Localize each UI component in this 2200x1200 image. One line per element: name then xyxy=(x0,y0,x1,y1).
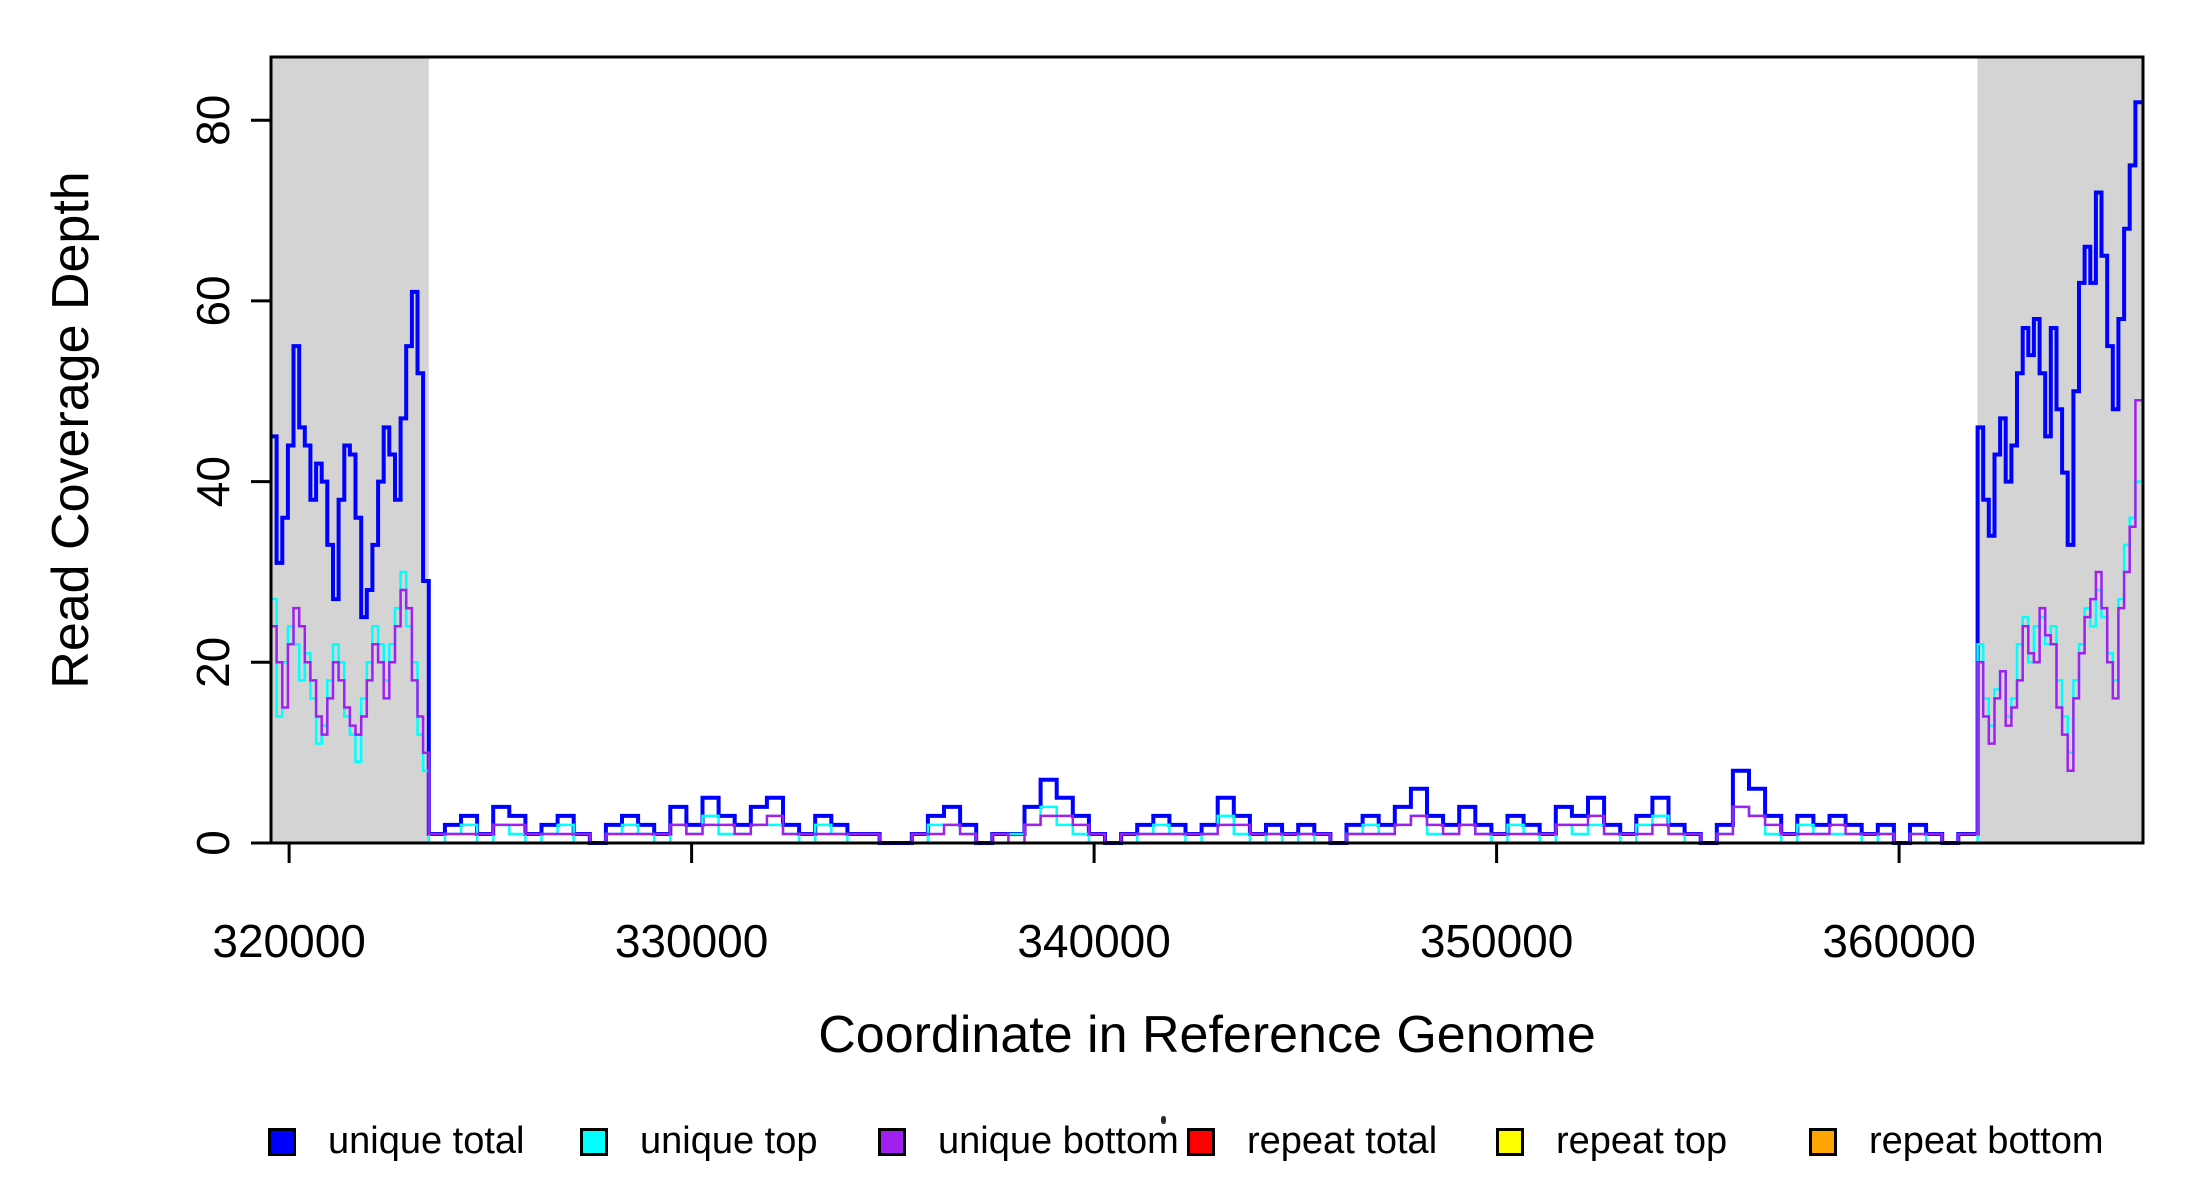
x-tick-label: 320000 xyxy=(212,915,366,967)
plot-box xyxy=(269,55,2145,845)
legend-swatch-repeat-bottom-icon xyxy=(1809,1127,1837,1156)
y-axis: 0 20 40 60 80 xyxy=(187,95,271,856)
legend-label-unique-total: unique total xyxy=(328,1120,525,1162)
legend-item-unique-total: unique total xyxy=(268,1120,525,1163)
series-unique-top xyxy=(271,480,2143,845)
y-tick-label: 80 xyxy=(187,95,239,146)
legend-swatch-unique-bottom-icon xyxy=(878,1127,906,1156)
x-tick-label: 340000 xyxy=(1017,915,1171,967)
legend-item-repeat-bottom: repeat bottom xyxy=(1809,1120,2103,1163)
y-tick-label: 20 xyxy=(187,637,239,688)
x-axis: 320000 330000 340000 350000 360000 xyxy=(212,843,1976,967)
legend-item-unique-top: unique top xyxy=(580,1120,818,1163)
legend: unique total unique top unique bottom re… xyxy=(0,0,2200,1162)
legend-item-repeat-top: repeat top xyxy=(1496,1120,1727,1163)
legend-label-repeat-total: repeat total xyxy=(1247,1120,1438,1162)
legend-label-repeat-top: repeat top xyxy=(1556,1120,1728,1162)
coverage-plot: 320000 330000 340000 350000 360000 0 20 40 60 80 C… xyxy=(42,55,2145,1064)
y-tick-label: 60 xyxy=(187,275,239,326)
x-axis-title: Coordinate in Reference Genome xyxy=(818,1006,1596,1064)
legend-label-repeat-bottom: repeat bottom xyxy=(1869,1120,2104,1162)
x-tick-label: 330000 xyxy=(615,915,769,967)
legend-label-unique-top: unique top xyxy=(640,1120,818,1162)
y-axis-title: Read Coverage Depth xyxy=(42,171,100,688)
legend-swatch-repeat-top-icon xyxy=(1496,1127,1524,1156)
x-tick-label: 360000 xyxy=(1822,915,1976,967)
series-unique-bottom xyxy=(271,399,2143,845)
y-tick-label: 40 xyxy=(187,456,239,507)
legend-item-repeat-total: repeat total xyxy=(1187,1120,1437,1163)
x-tick-label: 350000 xyxy=(1420,915,1574,967)
series-lines xyxy=(271,100,2143,845)
legend-swatch-repeat-total-icon xyxy=(1187,1127,1215,1156)
y-tick-label: 0 xyxy=(187,830,239,856)
legend-item-unique-bottom: unique bottom xyxy=(878,1120,1179,1163)
legend-swatch-unique-total-icon xyxy=(268,1127,296,1156)
legend-swatch-unique-top-icon xyxy=(580,1127,608,1156)
series-unique-total xyxy=(271,100,2143,845)
legend-label-unique-bottom: unique bottom xyxy=(938,1120,1179,1162)
shaded-regions xyxy=(271,57,2143,843)
stray-mark xyxy=(1161,1116,1166,1124)
